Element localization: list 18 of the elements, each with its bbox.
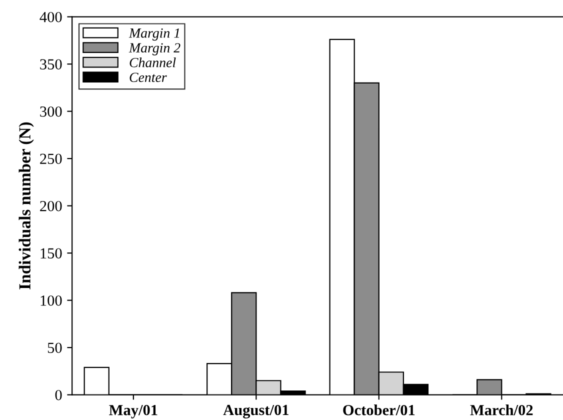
legend-label: Center xyxy=(130,72,167,82)
y-tick-label: 200 xyxy=(40,200,62,212)
y-tick-label: 250 xyxy=(40,154,62,164)
legend-label: Channel xyxy=(130,58,176,68)
y-tick-label: 100 xyxy=(40,295,62,306)
y-tick-label: 150 xyxy=(40,248,62,258)
x-tick-label: October/01 xyxy=(343,404,415,416)
y-tick-label: 350 xyxy=(40,59,62,70)
y-tick-label: 400 xyxy=(40,12,62,22)
y-axis-title: Individuals number (N) xyxy=(18,122,34,290)
y-tick-label: 0 xyxy=(55,390,62,400)
legend-label: Margin 1 xyxy=(128,28,180,41)
x-tick-label: March/02 xyxy=(470,404,533,416)
y-tick-label: 50 xyxy=(48,342,62,353)
x-tick-label: August/01 xyxy=(223,404,288,418)
y-tick-label: 300 xyxy=(40,106,62,117)
x-tick-label: May/01 xyxy=(109,404,158,418)
legend-label: Margin 2 xyxy=(128,43,180,56)
